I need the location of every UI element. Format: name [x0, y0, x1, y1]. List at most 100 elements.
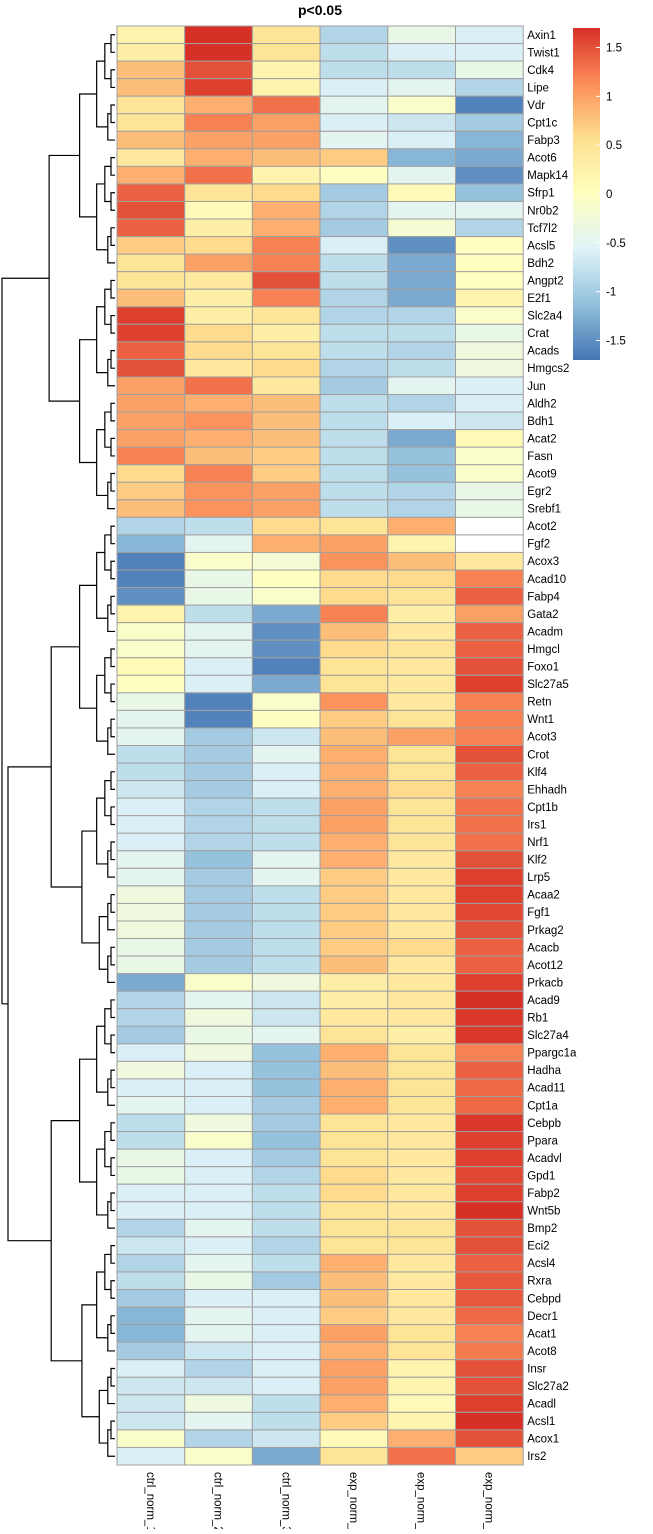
- heatmap-cell: [251, 1411, 321, 1431]
- dendrogram-branch: [104, 411, 111, 448]
- heatmap-cell: [319, 867, 389, 887]
- heatmap-cell: [455, 797, 524, 817]
- row-label: Acot6: [527, 153, 556, 165]
- heatmap-cell: [319, 551, 389, 571]
- heatmap-cell: [319, 797, 389, 817]
- row-label: Slc27a2: [527, 1381, 569, 1393]
- row-label: Rxra: [527, 1276, 552, 1288]
- row-label: Fasn: [527, 451, 553, 463]
- heatmap-cell: [387, 95, 456, 115]
- heatmap-cell: [116, 780, 186, 799]
- heatmap-cell: [251, 1253, 321, 1273]
- row-label: Hadha: [527, 1065, 561, 1077]
- heatmap-cell: [251, 218, 321, 238]
- row-label: Gpd1: [527, 1170, 555, 1182]
- heatmap-cell: [184, 165, 253, 185]
- heatmap-cell: [251, 587, 321, 606]
- heatmap-cell: [251, 200, 321, 220]
- dendrogram-branch: [107, 902, 115, 931]
- dendrogram-branch: [110, 1367, 115, 1387]
- heatmap-cell: [387, 113, 456, 132]
- heatmap-cell: [251, 481, 321, 501]
- heatmap-cell: [251, 745, 321, 764]
- heatmap-cell: [251, 885, 321, 904]
- heatmap-cell: [116, 78, 186, 97]
- dendrogram-branch: [110, 683, 115, 703]
- heatmap-cell: [387, 288, 456, 308]
- column-label: exp_norm_3: [482, 1472, 494, 1529]
- heatmap-cell: [116, 1411, 186, 1431]
- heatmap-cell: [184, 1148, 253, 1168]
- heatmap-cell: [184, 1306, 253, 1326]
- row-label: Irs2: [527, 1451, 546, 1463]
- heatmap-cell: [387, 1043, 456, 1062]
- heatmap-cell: [184, 832, 253, 852]
- heatmap-cell: [319, 657, 389, 676]
- dendrogram-branch: [107, 1376, 115, 1405]
- heatmap-cell: [387, 955, 456, 975]
- heatmap-cell: [319, 780, 389, 799]
- heatmap-cell: [251, 130, 321, 150]
- dendrogram-branch: [110, 718, 115, 738]
- heatmap-cell: [116, 481, 186, 501]
- heatmap-cell: [251, 674, 321, 694]
- dendrogram-branch: [79, 93, 97, 218]
- heatmap-cell: [184, 1429, 253, 1448]
- row-label: Acot8: [527, 1346, 556, 1358]
- heatmap-cell: [387, 200, 456, 220]
- heatmap-cell: [116, 692, 186, 711]
- heatmap-cell: [319, 1236, 389, 1255]
- row-label: Acadl: [527, 1399, 556, 1411]
- row-label: Angpt2: [527, 275, 563, 287]
- heatmap-cell: [387, 236, 456, 255]
- heatmap-cell: [184, 920, 253, 940]
- heatmap-cell: [251, 499, 321, 518]
- dendrogram-branch: [110, 525, 115, 545]
- heatmap-cell: [251, 43, 321, 62]
- row-label: Insr: [527, 1363, 546, 1375]
- heatmap-cell: [319, 1131, 389, 1150]
- heatmap-cell: [184, 534, 253, 553]
- dendrogram-branch: [110, 1420, 115, 1440]
- heatmap-cell: [319, 1411, 389, 1431]
- heatmap-cell: [116, 1306, 186, 1326]
- heatmap-cell: [184, 973, 253, 992]
- heatmap-cell: [455, 534, 524, 553]
- heatmap-cell: [116, 1043, 186, 1062]
- heatmap-cell: [116, 183, 186, 202]
- heatmap-cell: [387, 902, 456, 922]
- row-label: Nr0b2: [527, 205, 558, 217]
- heatmap-cell: [184, 1008, 253, 1027]
- heatmap-cell: [184, 411, 253, 431]
- heatmap-cell: [319, 1148, 389, 1168]
- heatmap-cell: [387, 815, 456, 834]
- dendrogram-branch: [110, 192, 115, 211]
- heatmap-cell: [251, 832, 321, 852]
- heatmap-cell: [455, 1446, 524, 1466]
- heatmap-cell: [116, 1253, 186, 1273]
- heatmap-cell: [116, 1183, 186, 1203]
- row-label: Acaa2: [527, 890, 560, 902]
- row-label: Sfrp1: [527, 188, 555, 200]
- row-label: Ppara: [527, 1135, 558, 1147]
- heatmap-cell: [116, 1271, 186, 1291]
- dendrogram-branch: [98, 1389, 108, 1444]
- heatmap-cell: [116, 253, 186, 273]
- dendrogram-branch: [110, 157, 115, 176]
- row-label: Aldh2: [527, 398, 556, 410]
- heatmap-cell: [319, 1043, 389, 1062]
- heatmap-cell: [319, 95, 389, 115]
- heatmap-cell: [319, 885, 389, 904]
- heatmap-cell: [455, 832, 524, 852]
- row-label: Wnt5b: [527, 1206, 560, 1218]
- heatmap-cell: [251, 1359, 321, 1378]
- heatmap-cell: [184, 95, 253, 115]
- heatmap-cell: [387, 1148, 456, 1168]
- heatmap-cell: [184, 850, 253, 869]
- heatmap-cell: [387, 780, 456, 799]
- heatmap-cell: [455, 551, 524, 571]
- heatmap-cell: [184, 200, 253, 220]
- dendrogram-branch: [110, 69, 115, 89]
- heatmap-cell: [184, 955, 253, 975]
- row-label: Gata2: [527, 609, 558, 621]
